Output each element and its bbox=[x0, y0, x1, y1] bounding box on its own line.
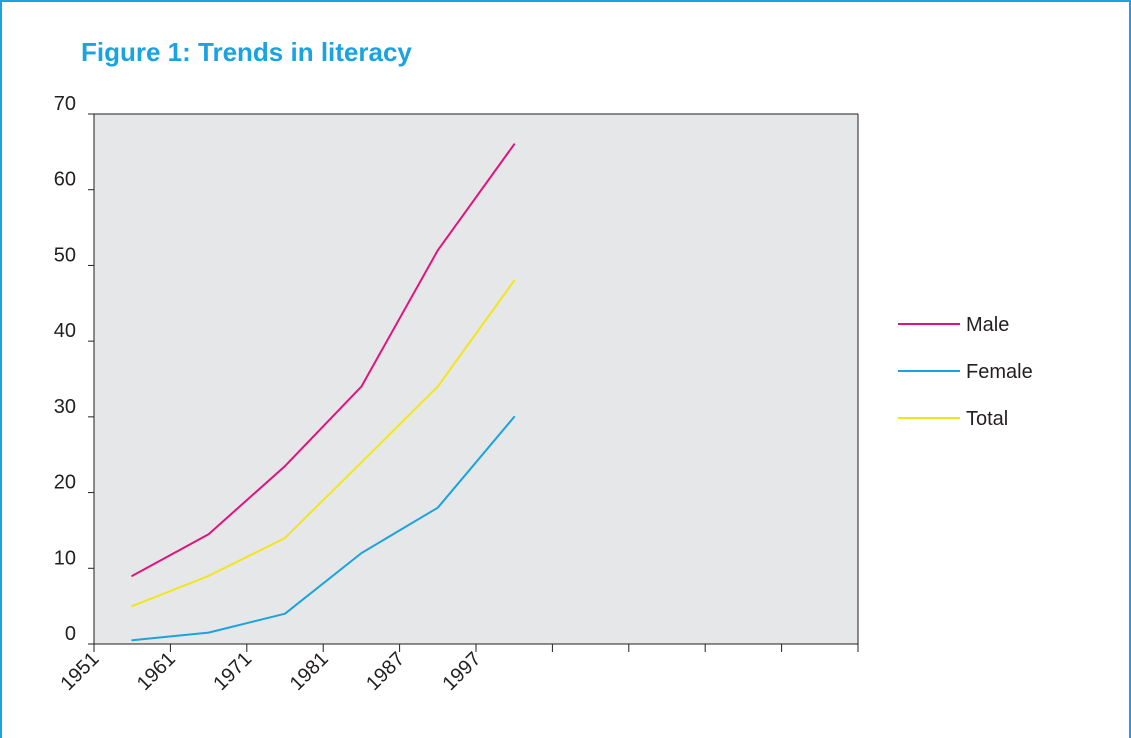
x-tick-label: 1961 bbox=[133, 648, 180, 695]
x-tick-label: 1981 bbox=[286, 648, 333, 695]
x-tick-label: 1971 bbox=[209, 648, 256, 695]
y-tick-label: 20 bbox=[54, 472, 76, 494]
x-tick-label: 1997 bbox=[439, 648, 486, 695]
y-tick-label: 40 bbox=[54, 320, 76, 342]
y-tick-label: 60 bbox=[54, 169, 76, 191]
legend-label-total: Total bbox=[966, 408, 1008, 430]
series-line-male bbox=[131, 143, 516, 577]
y-tick-label: 70 bbox=[54, 93, 76, 115]
legend-label-female: Female bbox=[966, 361, 1033, 383]
y-tick-label: 50 bbox=[54, 244, 76, 266]
x-tick-label: 1951 bbox=[57, 648, 104, 695]
series-line-female bbox=[131, 415, 516, 642]
legend: Male Female Total bbox=[898, 314, 1033, 430]
x-tick-label: 1987 bbox=[362, 648, 409, 695]
y-tick-label: 30 bbox=[54, 396, 76, 418]
series-line-total bbox=[131, 279, 516, 608]
plot-area bbox=[94, 114, 858, 644]
y-tick-label: 10 bbox=[54, 547, 76, 569]
legend-label-male: Male bbox=[966, 314, 1009, 336]
chart-title: Figure 1: Trends in literacy bbox=[81, 37, 412, 67]
series-layer bbox=[131, 143, 516, 642]
y-tick-label: 0 bbox=[65, 623, 76, 645]
